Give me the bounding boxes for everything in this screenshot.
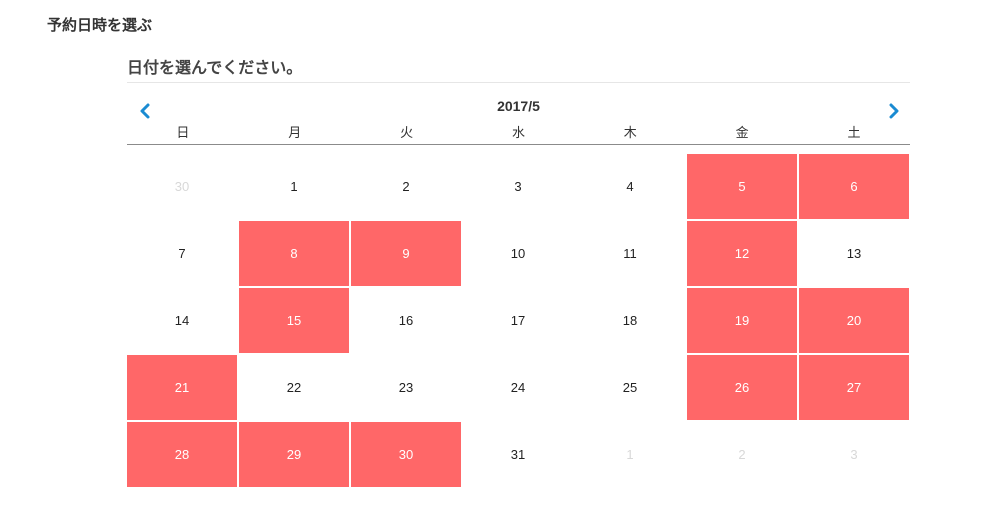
page-heading: 予約日時を選ぶ — [47, 16, 153, 34]
day-cell: 1 — [290, 179, 298, 194]
day-cell: 3 — [514, 179, 522, 194]
chevron-right-icon — [889, 103, 899, 119]
day-cell: 17 — [510, 313, 526, 328]
next-month-button[interactable] — [882, 100, 904, 122]
available-day-cell[interactable]: 20 — [799, 288, 909, 353]
weekday-label: 月 — [288, 126, 302, 141]
day-cell: 23 — [398, 380, 414, 395]
other-month-day-cell: 30 — [174, 179, 190, 194]
day-cell: 11 — [623, 246, 637, 261]
weekday-label: 土 — [847, 126, 861, 141]
chevron-left-icon — [140, 103, 150, 119]
date-picker: 日付を選んでください。 2017/5 日月火水木金土 30 1 2 3 4 5 6 7 8 9 10… — [127, 56, 910, 487]
available-day-cell[interactable]: 8 — [239, 221, 349, 286]
available-day-cell[interactable]: 29 — [239, 422, 349, 487]
weekday-label: 水 — [511, 126, 525, 141]
day-cell: 31 — [510, 447, 526, 462]
day-cell: 16 — [398, 313, 414, 328]
available-day-cell[interactable]: 26 — [687, 355, 797, 420]
available-day-cell[interactable]: 27 — [799, 355, 909, 420]
available-day-cell[interactable]: 28 — [127, 422, 237, 487]
calendar-header: 2017/5 — [127, 83, 910, 127]
day-cell: 22 — [286, 380, 302, 395]
day-cell: 18 — [622, 313, 638, 328]
available-day-cell[interactable]: 30 — [351, 422, 461, 487]
day-cell: 13 — [846, 246, 862, 261]
available-day-cell[interactable]: 5 — [687, 154, 797, 219]
weekday-row: 日月火水木金土 — [127, 127, 910, 145]
weekday-label: 金 — [735, 126, 749, 141]
available-day-cell[interactable]: 12 — [687, 221, 797, 286]
day-cell: 7 — [178, 246, 186, 261]
day-cell: 4 — [626, 179, 634, 194]
weekday-label: 火 — [400, 126, 414, 141]
weekday-label: 日 — [176, 126, 190, 141]
available-day-cell[interactable]: 15 — [239, 288, 349, 353]
weekday-label: 木 — [623, 126, 637, 141]
day-cell: 14 — [174, 313, 190, 328]
other-month-day-cell: 1 — [626, 447, 634, 462]
prev-month-button[interactable] — [135, 100, 157, 122]
day-cell: 2 — [402, 179, 410, 194]
section-title: 日付を選んでください。 — [127, 56, 910, 83]
day-cell: 10 — [510, 246, 526, 261]
available-day-cell[interactable]: 21 — [127, 355, 237, 420]
day-cell: 24 — [510, 380, 526, 395]
day-cell: 25 — [622, 380, 638, 395]
available-day-cell[interactable]: 19 — [687, 288, 797, 353]
other-month-day-cell: 2 — [738, 447, 746, 462]
day-grid: 30 1 2 3 4 5 6 7 8 9 10 11 12 13 14 15 16 17 18 19 20 21 22 23 2… — [127, 154, 910, 487]
month-label: 2017/5 — [497, 98, 540, 114]
other-month-day-cell: 3 — [850, 447, 858, 462]
available-day-cell[interactable]: 6 — [799, 154, 909, 219]
available-day-cell[interactable]: 9 — [351, 221, 461, 286]
